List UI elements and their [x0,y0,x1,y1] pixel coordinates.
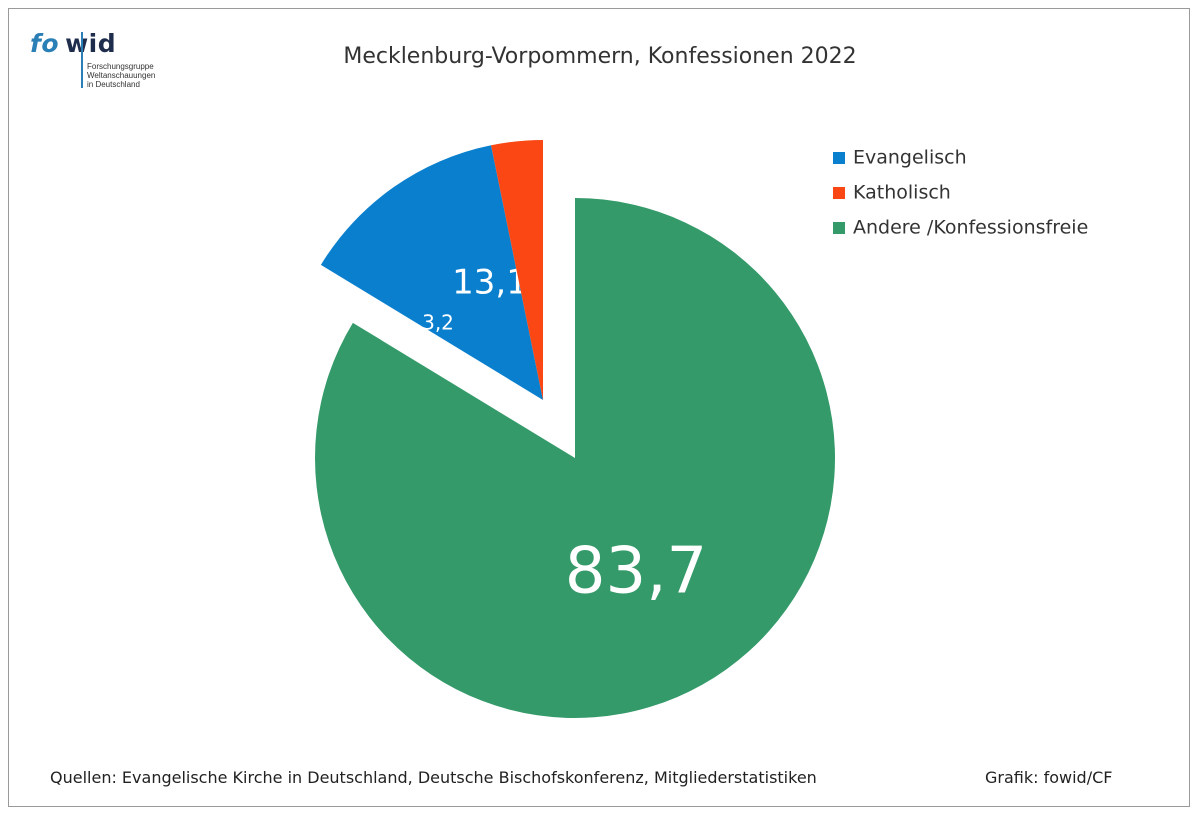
data-label-2: 3,2 [422,311,454,335]
pie-slice-katholisch [491,140,543,400]
logo-divider [81,32,83,88]
legend-label: Evangelisch [853,147,967,169]
legend-swatch [833,187,845,199]
legend-swatch [833,152,845,164]
legend-item-1: Katholisch [833,182,951,204]
legend-item-0: Evangelisch [833,147,967,169]
pie-slice-andere-konfessionsfreie [314,198,835,718]
legend-label: Katholisch [853,182,951,204]
legend-swatch [833,222,845,234]
source-note: Quellen: Evangelische Kirche in Deutschl… [50,768,817,787]
fowid-logo: fo wid Forschungsgruppe Weltanschauungen … [30,29,155,90]
legend-item-2: Andere /Konfessionsfreie [833,217,1088,239]
legend-label: Andere /Konfessionsfreie [853,217,1088,239]
data-label-1: 13,1 [452,263,528,303]
data-label-0: 83,7 [565,535,708,609]
logo-wordmark: fo wid [30,29,117,58]
credit-note: Grafik: fowid/CF [985,768,1113,787]
logo-subtitle: Forschungsgruppe Weltanschauungen in Deu… [87,62,156,89]
pie-slice-evangelisch [320,145,543,400]
chart-title: Mecklenburg-Vorpommern, Konfessionen 202… [343,44,857,69]
